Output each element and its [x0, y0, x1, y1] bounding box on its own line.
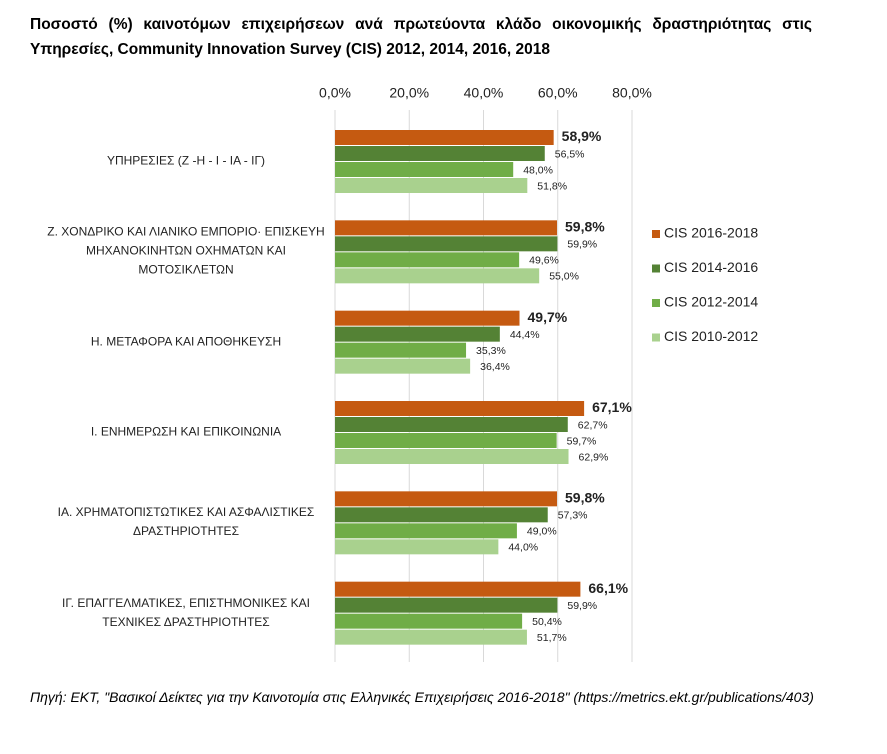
- y-tick-label: ΙΑ. ΧΡΗΜΑΤΟΠΙΣΤΩΤΙΚΕΣ ΚΑΙ ΑΣΦΑΛΙΣΤΙΚΕΣ Δ…: [57, 505, 315, 539]
- bar: [335, 417, 568, 432]
- legend-label: CIS 2016-2018: [664, 225, 758, 241]
- x-tick-label: 80,0%: [612, 85, 652, 101]
- y-tick-label: Ζ. ΧΟΝΔΡΙΚΟ ΚΑΙ ΛΙΑΝΙΚΟ ΕΜΠΟΡΙΟ· ΕΠΙΣΚΕΥ…: [47, 224, 325, 277]
- value-label: 44,0%: [508, 542, 538, 554]
- bar: [335, 629, 527, 645]
- value-label: 56,5%: [555, 148, 585, 160]
- value-label: 51,7%: [537, 632, 567, 644]
- bar: [335, 268, 540, 284]
- bar: [335, 326, 500, 342]
- value-label: 57,3%: [558, 510, 588, 522]
- bar: [335, 449, 569, 464]
- bar: [335, 236, 558, 252]
- value-label: 58,9%: [562, 128, 602, 144]
- y-tick-label: Η. ΜΕΤΑΦΟΡΑ ΚΑΙ ΑΠΟΘΗΚΕΥΣΗ: [90, 334, 282, 349]
- value-label: 36,4%: [480, 361, 510, 373]
- x-tick-label: 20,0%: [389, 85, 429, 101]
- legend-swatch: [652, 299, 660, 307]
- value-label: 62,7%: [578, 419, 608, 431]
- value-label: 59,9%: [567, 600, 597, 612]
- bar: [335, 252, 520, 268]
- legend-label: CIS 2010-2012: [664, 328, 758, 344]
- value-label: 62,9%: [579, 451, 609, 463]
- y-tick-label: Ι. ΕΝΗΜΕΡΩΣΗ ΚΑΙ ΕΠΙΚΟΙΝΩΝΙΑ: [90, 424, 282, 439]
- value-label: 49,7%: [528, 309, 568, 325]
- bar: [335, 507, 548, 523]
- value-label: 55,0%: [549, 271, 579, 283]
- bar: [335, 310, 520, 326]
- bar: [335, 491, 558, 507]
- value-label: 49,0%: [527, 526, 557, 538]
- bar: [335, 358, 471, 374]
- bar: [335, 178, 528, 193]
- legend-label: CIS 2014-2016: [664, 259, 758, 275]
- bar: [335, 597, 558, 613]
- value-label: 50,4%: [532, 616, 562, 628]
- source-note: Πηγή: ΕΚΤ, "Βασικοί Δείκτες για την Καιν…: [30, 689, 814, 705]
- chart: 0,0% 20,0% 40,0% 60,0% 80,0% 58,9% 56,5%48,0% 5…: [319, 85, 758, 662]
- bar: [335, 539, 499, 555]
- value-label: 35,3%: [476, 345, 506, 357]
- value-label: 49,6%: [529, 255, 559, 267]
- x-tick-label: 0,0%: [319, 85, 351, 101]
- bar: [335, 342, 467, 358]
- legend-swatch: [652, 333, 660, 342]
- y-tick-label: ΥΠΗΡΕΣΙΕΣ (Ζ -Η - Ι - ΙΑ - ΙΓ): [106, 153, 266, 168]
- bar: [335, 146, 545, 161]
- bar: [335, 401, 585, 416]
- value-label: 67,1%: [592, 399, 632, 415]
- value-label: 59,7%: [567, 435, 597, 447]
- bar: [335, 220, 558, 236]
- legend-label: CIS 2012-2014: [664, 294, 758, 310]
- value-label: 59,9%: [567, 239, 597, 251]
- value-label: 48,0%: [523, 164, 553, 176]
- bar: [335, 433, 557, 448]
- bar: [335, 162, 514, 177]
- value-label: 44,4%: [510, 329, 540, 341]
- bar: [335, 581, 581, 597]
- value-label: 51,8%: [537, 180, 567, 192]
- bar: [335, 130, 554, 145]
- legend-swatch: [652, 230, 660, 238]
- y-tick-label: ΙΓ. ΕΠΑΓΓΕΛΜΑΤΙΚΕΣ, ΕΠΙΣΤΗΜΟΝΙΚΕΣ ΚΑΙ ΤΕ…: [62, 595, 310, 629]
- value-label: 66,1%: [588, 580, 628, 596]
- bar: [335, 523, 517, 539]
- chart-title: Ποσοστό (%) καινοτόμων επιχειρήσεων ανά …: [30, 16, 812, 58]
- x-tick-label: 40,0%: [464, 85, 504, 101]
- value-label: 59,8%: [565, 219, 605, 235]
- bar: [335, 613, 523, 629]
- x-tick-label: 60,0%: [538, 85, 578, 101]
- legend-swatch: [652, 264, 660, 273]
- value-label: 59,8%: [565, 490, 605, 506]
